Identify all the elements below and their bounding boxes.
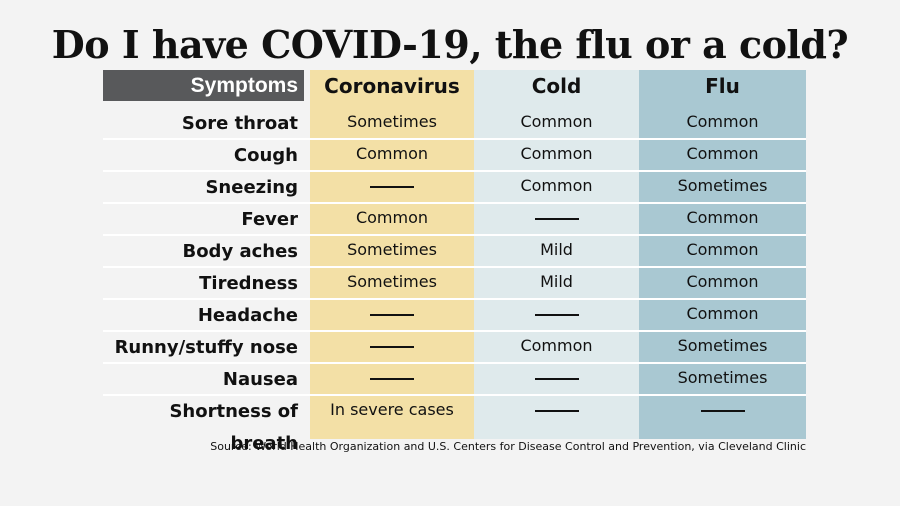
table-cell [474,364,639,396]
flu-column-bg [639,70,806,439]
table-cell [474,396,639,428]
table-cell [310,332,474,364]
symptom-label: Sneezing [205,177,298,198]
table-cell: Common [686,272,759,291]
table-cell: Common [686,240,759,259]
symptom-label: Cough [233,145,298,166]
table-cell [310,300,474,332]
symptom-label: Headache [197,305,298,326]
dash-mark [700,409,745,412]
table-cell [310,364,474,396]
table-cell: Sometimes [347,112,437,131]
row-divider [103,138,806,140]
symptoms-header: Symptoms [103,70,304,101]
dash-mark [370,377,414,380]
table-cell [474,204,639,236]
symptom-label: Runny/stuffy nose [114,337,298,358]
dash-mark [534,377,579,380]
symptom-label: Nausea [222,369,298,390]
row-divider [103,298,806,300]
dash-mark [370,185,414,188]
dash-mark [370,313,414,316]
table-cell: Common [686,208,759,227]
dash-mark [534,409,579,412]
row-divider [103,234,806,236]
table-cell: Sometimes [347,272,437,291]
table-cell: Mild [540,240,573,259]
comparison-table: Symptoms Coronavirus Cold Flu Sore throa… [103,70,806,454]
table-cell: Common [686,144,759,163]
chart-title: Do I have COVID-19, the flu or a cold? [51,22,849,67]
table-cell: Common [520,144,593,163]
table-cell: In severe cases [330,400,454,419]
row-divider [103,330,806,332]
symptom-label: Tiredness [199,273,298,294]
table-cell: Common [355,208,429,227]
table-cell: Mild [540,272,573,291]
flu-header: Flu [705,73,740,98]
table-cell [639,396,806,428]
table-cell: Sometimes [677,176,768,195]
table-cell: Common [520,176,593,195]
row-divider [103,362,806,364]
symptom-label: Sore throat [181,113,298,134]
dash-mark [534,217,579,220]
row-divider [103,394,806,396]
table-cell: Sometimes [347,240,437,259]
dash-mark [534,313,579,316]
table-cell: Sometimes [677,336,768,355]
table-cell: Sometimes [677,368,768,387]
row-divider [103,266,806,268]
table-cell [474,300,639,332]
coronavirus-header: Coronavirus [324,73,460,98]
table-cell: Common [520,336,593,355]
table-cell: Common [355,144,429,163]
table-cell [310,172,474,204]
row-divider [103,170,806,172]
row-divider [103,202,806,204]
cold-header: Cold [531,73,582,98]
source-note: Source: World Health Organization and U.… [210,440,806,453]
symptom-label: Fever [241,209,298,230]
dash-mark [370,345,414,348]
table-cell: Common [520,112,593,131]
table-cell: Common [686,304,759,323]
symptom-label: Shortness of breath [169,401,298,454]
table-cell: Common [686,112,759,131]
symptom-label: Body aches [182,241,298,262]
